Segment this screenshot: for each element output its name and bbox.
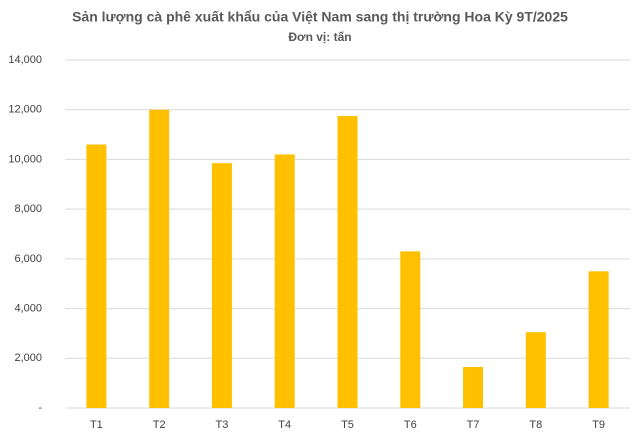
- y-tick-label: -: [38, 402, 42, 414]
- y-tick-label: 10,000: [8, 153, 42, 165]
- chart-subtitle: Đơn vị: tấn: [288, 30, 351, 44]
- x-tick-label: T8: [529, 419, 542, 431]
- x-tick-label: T3: [216, 419, 229, 431]
- bar: [337, 115, 358, 408]
- y-tick-label: 14,000: [8, 54, 42, 66]
- bar: [588, 271, 609, 408]
- x-tick-label: T9: [592, 419, 605, 431]
- bar: [463, 366, 484, 408]
- bar: [274, 154, 295, 408]
- x-tick-label: T1: [90, 419, 103, 431]
- y-tick-label: 8,000: [14, 203, 42, 215]
- bar: [400, 251, 421, 408]
- x-tick-label: T5: [341, 419, 354, 431]
- y-tick-label: 6,000: [14, 253, 42, 265]
- x-tick-label: T7: [467, 419, 480, 431]
- y-tick-label: 4,000: [14, 302, 42, 314]
- bar: [525, 332, 546, 408]
- x-tick-label: T6: [404, 419, 417, 431]
- x-tick-label: T4: [278, 419, 291, 431]
- bar: [149, 109, 170, 408]
- bar: [86, 144, 107, 408]
- y-tick-label: 2,000: [14, 352, 42, 364]
- y-tick-label: 12,000: [8, 104, 42, 116]
- chart-title: Sản lượng cà phê xuất khẩu của Việt Nam …: [72, 9, 568, 25]
- bar: [211, 163, 232, 408]
- x-tick-label: T2: [153, 419, 166, 431]
